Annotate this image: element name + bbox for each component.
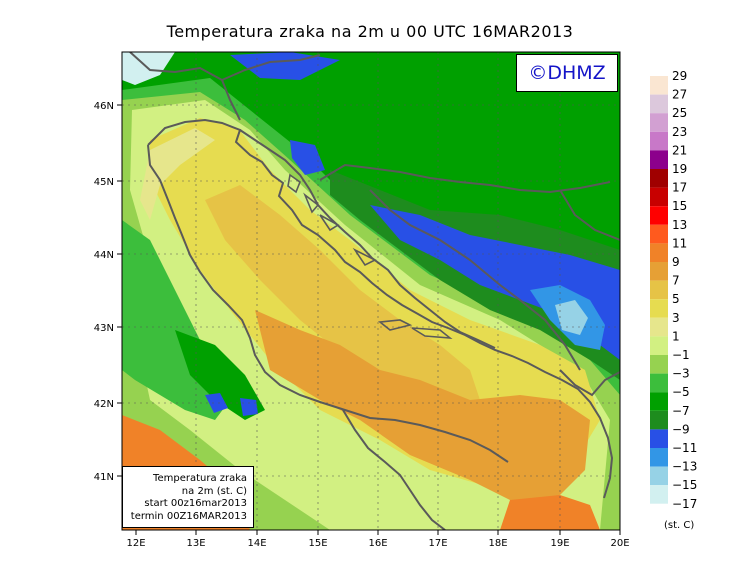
lon-label-13e: 13E bbox=[186, 538, 205, 549]
coastline-croatia bbox=[239, 129, 496, 349]
legend-label: −5 bbox=[672, 385, 690, 399]
border-slovenia bbox=[221, 54, 321, 81]
legend-swatch bbox=[650, 448, 668, 467]
info-line-2: na 2m (st. C) bbox=[181, 485, 247, 497]
border-montenegro-albania bbox=[559, 369, 620, 397]
legend-swatch bbox=[650, 94, 668, 114]
lat-label-42n: 42N bbox=[94, 399, 114, 410]
legend-swatch bbox=[650, 224, 668, 244]
info-line-4: termin 00Z16MAR2013 bbox=[130, 510, 247, 522]
lat-label-45n: 45N bbox=[94, 177, 114, 188]
field-orange-se bbox=[500, 495, 600, 530]
legend-label: 15 bbox=[672, 199, 687, 213]
legend-label: 23 bbox=[672, 125, 687, 139]
legend-swatch bbox=[650, 485, 668, 504]
lon-label-12e: 12E bbox=[126, 538, 145, 549]
legend-swatch bbox=[650, 299, 668, 318]
legend-swatch bbox=[650, 503, 668, 523]
lon-label-15e: 15E bbox=[308, 538, 327, 549]
dhmz-logo: ©DHMZ bbox=[516, 54, 618, 92]
legend-label: 21 bbox=[672, 143, 687, 157]
legend-label: 5 bbox=[672, 292, 680, 306]
lat-lon-grid bbox=[122, 52, 620, 530]
legend-label: −7 bbox=[672, 404, 690, 418]
lon-label-16e: 16E bbox=[368, 538, 387, 549]
field-darkgreen-italy bbox=[175, 330, 265, 420]
legend-swatch bbox=[650, 466, 668, 486]
field-blue-alps bbox=[230, 52, 340, 80]
legend-label: 17 bbox=[672, 181, 687, 195]
field-orange-south bbox=[255, 310, 590, 505]
border-serbia bbox=[559, 189, 620, 241]
legend-swatch bbox=[650, 373, 668, 393]
legend-swatch bbox=[650, 131, 668, 151]
field-blue-italy bbox=[205, 393, 258, 416]
field-sea-inner bbox=[205, 185, 480, 400]
legend-swatch bbox=[650, 262, 668, 281]
legend-unit: (st. C) bbox=[664, 520, 694, 531]
coastline-italy-south bbox=[342, 409, 446, 530]
legend-label: 1 bbox=[672, 329, 680, 343]
legend-label: 3 bbox=[672, 311, 680, 325]
legend-swatch bbox=[650, 355, 668, 374]
legend-label: 29 bbox=[672, 69, 687, 83]
legend-label: 19 bbox=[672, 162, 687, 176]
lat-label-44n: 44N bbox=[94, 250, 114, 261]
legend-label: −9 bbox=[672, 422, 690, 436]
lat-label-41n: 41N bbox=[94, 472, 114, 483]
legend-swatch bbox=[650, 429, 668, 448]
legend-swatch bbox=[650, 336, 668, 355]
info-line-3: start 00z16mar2013 bbox=[144, 498, 247, 509]
legend-swatch bbox=[650, 113, 668, 132]
lon-label-19e: 19E bbox=[550, 538, 569, 549]
lon-label-17e: 17E bbox=[428, 538, 447, 549]
legend-label: −13 bbox=[672, 460, 697, 474]
legend-swatch bbox=[650, 150, 668, 169]
lon-label-20e: 20E bbox=[610, 538, 629, 549]
legend-swatch bbox=[650, 187, 668, 207]
legend-label: 13 bbox=[672, 218, 687, 232]
legend-label: 7 bbox=[672, 274, 680, 288]
legend-swatch bbox=[650, 206, 668, 225]
field-cyan-peak bbox=[555, 300, 588, 335]
legend-swatch bbox=[650, 410, 668, 430]
legend-label: 9 bbox=[672, 255, 680, 269]
field-lightyellow-coast bbox=[140, 128, 215, 220]
legend-label: −15 bbox=[672, 478, 697, 492]
legend-swatch bbox=[650, 317, 668, 337]
info-line-1: Temperatura zraka bbox=[153, 473, 247, 484]
lat-label-43n: 43N bbox=[94, 323, 114, 334]
legend-swatch bbox=[650, 280, 668, 300]
legend-swatch bbox=[650, 392, 668, 411]
map-title: Temperatura zraka na 2m u 00 UTC 16MAR20… bbox=[166, 22, 574, 41]
lon-label-18e: 18E bbox=[488, 538, 507, 549]
legend-swatch bbox=[650, 76, 668, 95]
border-north bbox=[129, 52, 241, 121]
legend-label: 27 bbox=[672, 88, 687, 102]
border-bosnia-south bbox=[369, 189, 581, 371]
legend-swatch bbox=[650, 169, 668, 188]
coastline-italy-adriatic bbox=[147, 118, 614, 499]
lat-label-46n: 46N bbox=[94, 101, 114, 112]
legend-label: −11 bbox=[672, 441, 697, 455]
field-blue-dinaric bbox=[370, 205, 620, 360]
info-box: Temperatura zraka na 2m (st. C) start 00… bbox=[122, 466, 254, 528]
legend-label: −17 bbox=[672, 497, 697, 511]
islands-croatia bbox=[287, 173, 453, 340]
legend-label: 25 bbox=[672, 106, 687, 120]
coastline-italy-west bbox=[147, 144, 509, 463]
legend-label: −1 bbox=[672, 348, 690, 362]
legend-label: −3 bbox=[672, 367, 690, 381]
plot-frame bbox=[121, 51, 621, 531]
field-blue-croatia-north bbox=[290, 140, 325, 175]
temperature-legend: 29 27 25 23 21 19 17 15 13 11 9 7 5 3 1 −1 −3 −5 −7 −9 −11 −1… bbox=[650, 69, 697, 523]
legend-label: 11 bbox=[672, 236, 687, 250]
legend-swatch bbox=[650, 243, 668, 262]
lon-label-14e: 14E bbox=[247, 538, 266, 549]
